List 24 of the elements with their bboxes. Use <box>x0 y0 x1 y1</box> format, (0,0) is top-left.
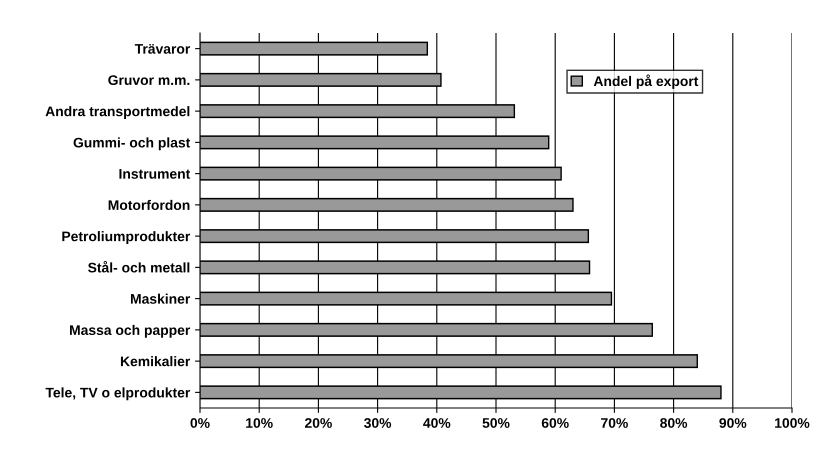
y-tick-label: Motorfordon <box>108 200 190 210</box>
y-tick-label: Massa och papper <box>70 324 190 338</box>
x-tick-label: 70% <box>601 418 628 428</box>
y-tick-label: Kemikalier <box>120 356 190 366</box>
y-tick-label: Tele, TV o elprodukter <box>46 387 190 400</box>
y-tick-label: Andra transportmedel <box>46 106 190 120</box>
x-tick-label: 80% <box>660 418 688 428</box>
y-tick-label: Maskiner <box>130 294 190 304</box>
x-tick-label: 60% <box>542 418 569 428</box>
y-tick-label: Gruvor m.m. <box>108 75 190 86</box>
x-tick-label: 40% <box>423 418 450 428</box>
x-tick-label: 90% <box>719 418 746 428</box>
x-tick-label: 20% <box>304 418 332 428</box>
y-tick-label: Petroliumprodukter <box>62 231 190 244</box>
x-tick-label: 100% <box>775 418 810 428</box>
y-tick-label: Stål- och metall <box>88 260 190 273</box>
legend-label: Andel på export <box>594 74 698 89</box>
y-tick-label: Trävaror <box>134 44 190 54</box>
x-tick-label: 10% <box>246 418 273 428</box>
x-tick-label: 30% <box>364 418 392 428</box>
x-tick-label: 50% <box>482 418 510 428</box>
y-tick-label: Instrument <box>119 169 190 179</box>
x-tick-label: 0% <box>190 418 210 428</box>
y-tick-label: Gummi- och plast <box>74 137 190 150</box>
